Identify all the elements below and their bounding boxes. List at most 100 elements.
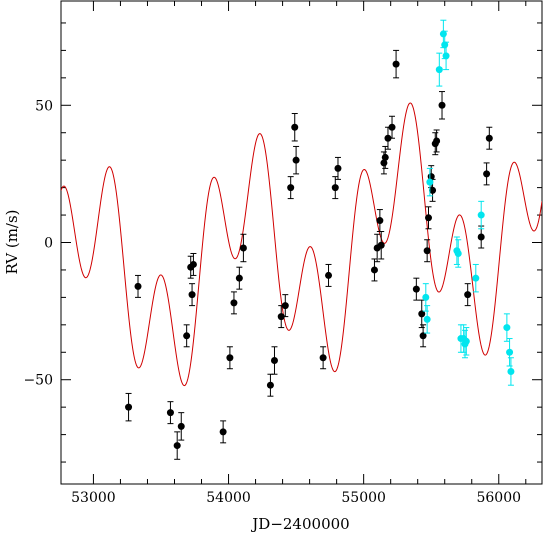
point-marker [319,354,327,362]
data-point [281,294,289,318]
point-marker [381,153,389,161]
y-tick-label: 0 [44,236,53,252]
data-point [426,167,434,197]
data-point [472,263,480,293]
x-tick-label: 54000 [206,490,251,506]
point-marker [230,299,238,307]
data-point [388,115,396,139]
point-marker [235,274,243,282]
point-marker [334,164,342,172]
data-point [334,156,342,180]
rv-series-2 [422,19,515,386]
data-point [376,209,384,233]
point-marker [226,354,234,362]
point-marker [125,403,133,411]
data-point [422,283,430,312]
data-point [266,373,274,397]
point-marker [325,271,333,279]
point-marker [423,247,431,255]
data-point [462,327,470,356]
axis-ticks [61,1,542,484]
data-point [477,200,485,230]
data-point [292,145,300,175]
point-marker [462,337,470,345]
point-marker [370,266,378,274]
y-axis-label: RV (m/s) [3,209,21,274]
data-point [418,299,426,329]
data-point [503,313,511,342]
point-marker [483,170,491,178]
x-tick-label: 55000 [341,490,386,506]
point-marker [419,332,427,340]
data-point [189,252,197,276]
rv-series-1 [125,49,493,460]
data-point [183,324,191,348]
point-marker [477,233,485,241]
point-marker [219,428,227,436]
point-marker [477,211,485,219]
model-curve-layer [61,102,542,387]
data-point [291,113,299,142]
point-marker [277,313,285,321]
data-point [235,266,243,290]
point-marker [412,285,420,293]
data-point [392,49,400,79]
data-point [134,274,142,298]
data-point [188,283,196,307]
data-point [325,263,333,287]
x-axis-label: JD−2400000 [250,515,349,533]
point-marker [423,315,431,323]
data-point [485,126,493,150]
data-point [423,305,431,334]
point-marker [392,60,400,68]
point-marker [506,348,514,356]
y-tick-label: −50 [23,373,53,389]
point-marker [292,156,300,164]
y-tick-label: 50 [35,98,53,114]
point-marker [435,66,443,74]
model-curve [61,102,542,387]
point-marker [442,52,450,60]
point-marker [384,134,392,142]
point-marker [485,134,493,142]
point-marker [188,291,196,299]
point-marker [376,217,384,225]
point-marker [331,184,339,192]
data-point [438,91,446,120]
data-point [331,176,339,200]
data-point [419,324,427,348]
plot-frame [60,0,543,485]
point-marker [425,214,433,222]
point-marker [507,367,515,375]
data-point [287,176,295,200]
point-marker [173,442,181,450]
data-point [425,206,433,230]
data-point [433,129,441,153]
point-marker [503,324,511,332]
point-marker [454,249,462,257]
data-point [177,412,185,441]
data-point [370,258,378,282]
point-marker [426,178,434,186]
data-point [464,283,472,307]
point-marker [291,123,299,131]
data-point [173,431,181,460]
data-point [506,338,514,367]
data-point [435,52,443,87]
point-marker [183,332,191,340]
data-point [226,346,234,370]
data-point [454,239,462,268]
data-point [377,231,385,260]
point-marker [166,409,174,417]
data-point [507,357,515,386]
point-marker [239,244,247,252]
point-marker [177,422,185,430]
data-point [166,401,174,425]
point-marker [189,260,197,268]
data-point [270,346,278,375]
point-marker [287,184,295,192]
data-points-layer [125,19,515,460]
data-point [230,291,238,315]
data-point [442,41,450,71]
